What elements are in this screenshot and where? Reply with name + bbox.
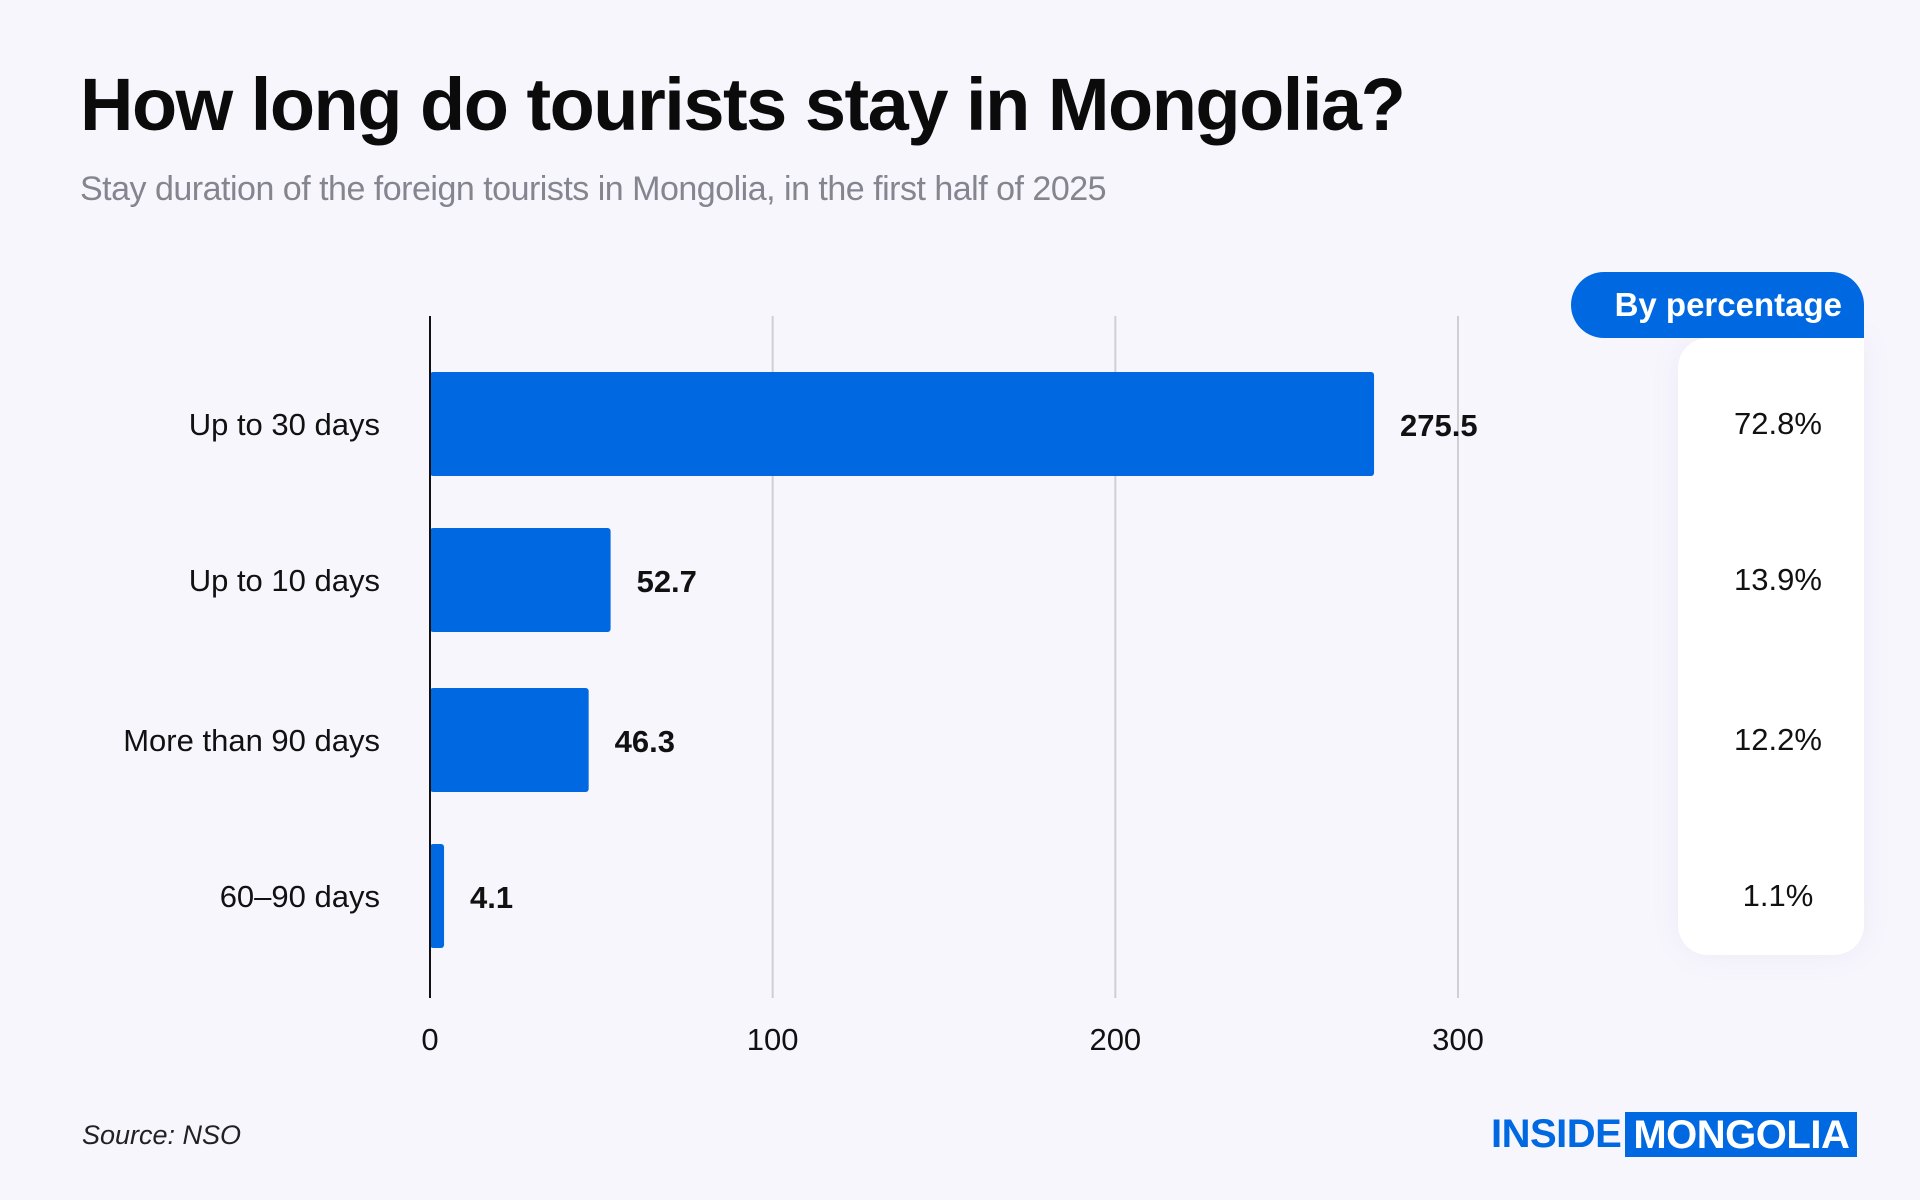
source-note: Source: NSO [82, 1120, 242, 1150]
x-tick-label: 200 [1089, 1022, 1141, 1057]
inside-mongolia-logo: INSIDE MONGOLIA [1491, 1112, 1858, 1157]
bar [430, 688, 589, 792]
value-label: 275.5 [1400, 408, 1478, 443]
chart-subtitle: Stay duration of the foreign tourists in… [80, 170, 1107, 208]
logo-part-mongolia: MONGOLIA [1625, 1112, 1858, 1157]
x-tick-label: 100 [747, 1022, 799, 1057]
logo-part-inside: INSIDE [1491, 1112, 1622, 1156]
x-tick-label: 300 [1432, 1022, 1484, 1057]
percentage-value: 13.9% [1734, 562, 1822, 597]
percentage-header: By percentage [1571, 272, 1864, 338]
bar [430, 528, 611, 632]
value-label: 46.3 [615, 724, 675, 759]
chart-title: How long do tourists stay in Mongolia? [80, 63, 1406, 146]
percentage-value: 72.8% [1734, 406, 1822, 441]
bar [430, 372, 1375, 476]
bar [430, 844, 445, 948]
percentage-value: 1.1% [1742, 878, 1814, 913]
percentage-value: 12.2% [1734, 722, 1822, 757]
value-label: 52.7 [637, 564, 697, 599]
category-label: 60–90 days [220, 879, 380, 914]
category-label: Up to 30 days [189, 407, 380, 442]
category-label: Up to 10 days [189, 563, 380, 598]
percentage-panel [1678, 338, 1864, 955]
value-label: 4.1 [470, 880, 513, 915]
category-label: More than 90 days [123, 723, 380, 758]
x-tick-label: 0 [421, 1022, 438, 1057]
